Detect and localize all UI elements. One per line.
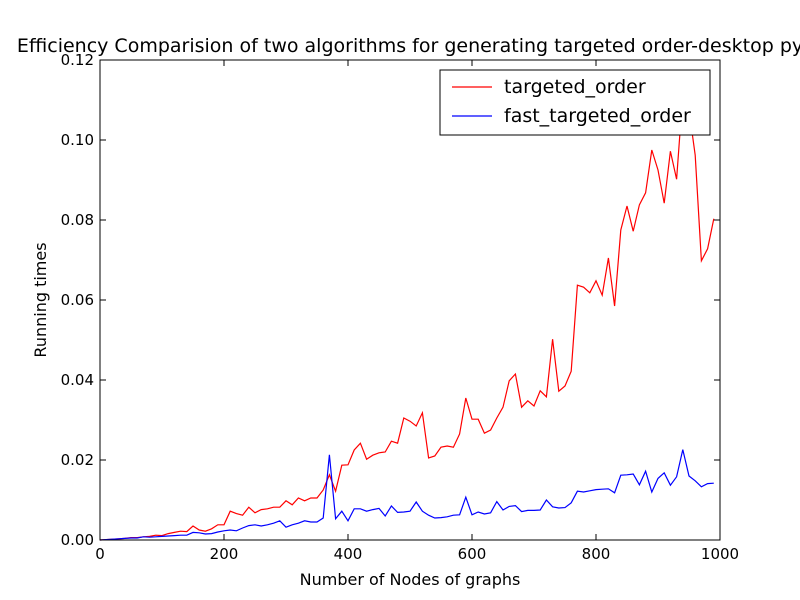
x-tick-label: 600 (458, 545, 487, 563)
legend: targeted_order fast_targeted_order (439, 69, 711, 136)
y-axis-label: Running times (31, 242, 50, 357)
y-tick-label: 0.06 (61, 291, 94, 309)
y-tick-label: 0.00 (61, 531, 94, 549)
legend-label-targeted-order: targeted_order (504, 76, 646, 98)
y-tick-label: 0.08 (61, 211, 94, 229)
x-tick-label: 200 (210, 545, 239, 563)
series-line-fast-targeted-order (99, 449, 714, 541)
y-tick-label: 0.02 (61, 451, 94, 469)
x-tick-label: 0 (95, 545, 105, 563)
legend-label-fast-targeted-order: fast_targeted_order (504, 105, 691, 127)
series-line-targeted-order (99, 93, 715, 541)
x-axis-label: Number of Nodes of graphs (300, 570, 521, 589)
series-layer (99, 93, 715, 541)
chart-title: Efficiency Comparision of two algorithms… (17, 35, 800, 57)
x-tick-label: 400 (334, 545, 363, 563)
legend-box (439, 69, 711, 136)
ticks-layer: 0 200 400 600 800 1000 0.00 0.02 0.04 0.06 0.08 0.1… (61, 51, 740, 563)
y-tick-label: 0.04 (61, 371, 94, 389)
x-tick-label: 1000 (701, 545, 739, 563)
y-tick-label: 0.12 (61, 51, 94, 69)
y-tick-label: 0.10 (61, 131, 94, 149)
x-tick-label: 800 (582, 545, 611, 563)
